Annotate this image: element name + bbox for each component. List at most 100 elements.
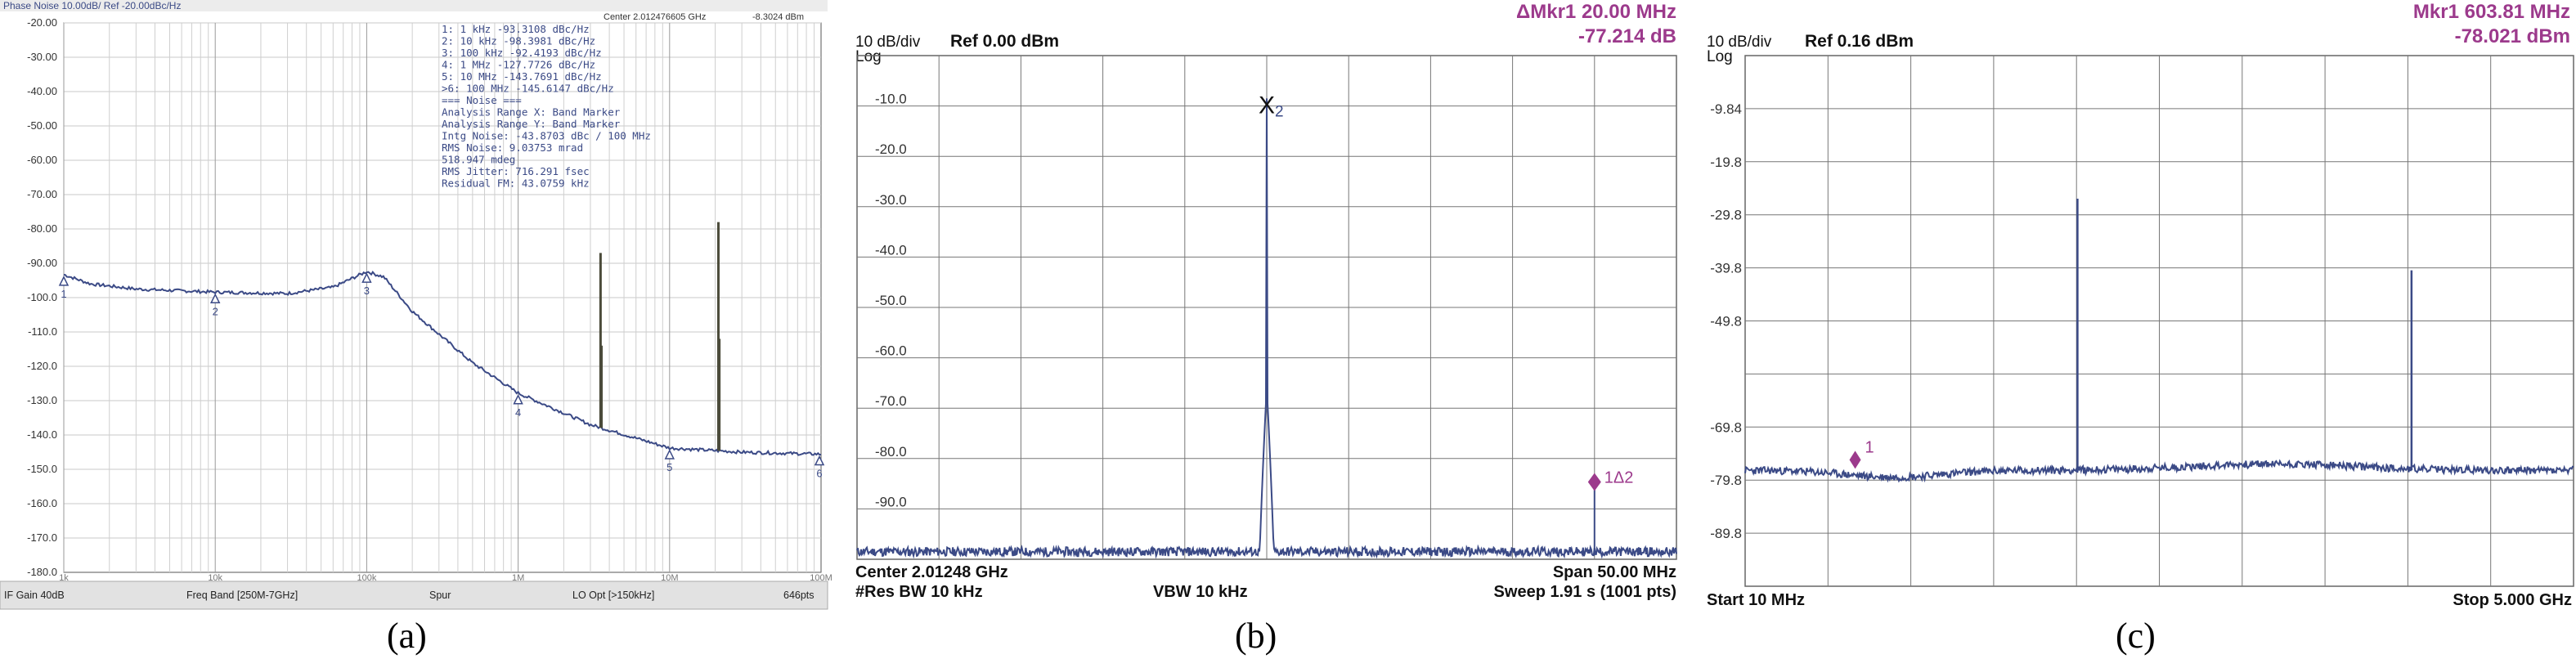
- status-item: 646pts: [783, 590, 815, 601]
- video-bandwidth: VBW 10 kHz: [1153, 583, 1248, 601]
- spectrum-trace: [1744, 459, 2574, 483]
- marker-number: 6: [816, 468, 822, 480]
- marker-table-line: 518.947 mdeg: [442, 154, 515, 166]
- xtick-label: 1M: [512, 573, 524, 583]
- ytick-label: -70.00: [27, 188, 57, 200]
- marker-triangle: [814, 455, 825, 466]
- spectrum-trace: [856, 98, 1677, 559]
- marker-table-line: 5: 10 MHz -143.7691 dBc/Hz: [442, 70, 602, 83]
- center-frequency: Center 2.01248 GHz: [855, 563, 1008, 581]
- ytick-label: -170.0: [27, 531, 57, 544]
- ytick-label: -40.0: [875, 242, 907, 258]
- marker-number: 1: [61, 288, 66, 300]
- marker-number: 2: [213, 305, 218, 317]
- marker-table-line: === Noise ===: [442, 94, 522, 106]
- ytick-label: -20.00: [27, 16, 57, 29]
- ytick-label: -79.8: [1710, 473, 1742, 488]
- ytick-label: -29.8: [1710, 208, 1742, 223]
- ytick-label: -50.00: [27, 119, 57, 132]
- phase-noise-plot: Phase Noise 10.00dB/ Ref -20.00dBc/Hz Cen…: [0, 0, 832, 610]
- ytick-label: -30.00: [27, 51, 57, 63]
- ytick-label: -60.0: [875, 343, 907, 359]
- ytick-label: -140.0: [27, 428, 57, 441]
- ytick-label: -19.8: [1710, 155, 1742, 170]
- marker-table-line: 2: 10 kHz -98.3981 dBc/Hz: [442, 35, 595, 47]
- marker-table-line: 1: 1 kHz -93.3108 dBc/Hz: [442, 23, 590, 35]
- stop-frequency: Stop 5.000 GHz: [2453, 591, 2572, 609]
- ytick-label: -50.0: [875, 293, 907, 308]
- ytick-label: -180.0: [27, 566, 57, 578]
- ytick-label: -89.8: [1710, 526, 1742, 541]
- xtick-label: 100k: [357, 573, 376, 583]
- status-item: IF Gain 40dB: [4, 590, 65, 601]
- marker-table-line: 3: 100 kHz -92.4193 dBc/Hz: [442, 47, 602, 59]
- ytick-label: -80.0: [875, 444, 907, 460]
- marker-table-line: >6: 100 MHz -145.6147 dBc/Hz: [442, 83, 614, 95]
- panel-a-phase-noise: Phase Noise 10.00dB/ Ref -20.00dBc/Hz Cen…: [0, 0, 832, 668]
- reference-level: Ref 0.00 dBm: [950, 32, 1059, 51]
- ytick-label: -60.00: [27, 154, 57, 166]
- marker-table-line: Analysis Range Y: Band Marker: [442, 118, 621, 130]
- phase-noise-trace: [63, 270, 822, 456]
- marker-title: Mkr1 603.81 MHz: [2413, 1, 2570, 23]
- header-center-frequency: Center 2.012476605 GHz: [604, 12, 706, 22]
- xtick-label: 10k: [208, 573, 222, 583]
- marker-triangle: [209, 293, 221, 304]
- reference-marker-x: X: [1259, 92, 1275, 119]
- ytick-label: -40.00: [27, 85, 57, 97]
- panel-c-spectrum-wide: Mkr1 603.81 MHz -78.021 dBm 10 dB/div Log Re…: [1697, 0, 2576, 668]
- ytick-label: -70.0: [875, 393, 907, 409]
- marker-number: 3: [364, 285, 370, 297]
- ytick-label: -9.84: [1710, 101, 1742, 117]
- ytick-label: -120.0: [27, 360, 57, 372]
- ytick-label: -150.0: [27, 463, 57, 475]
- delta-marker-diamond: [1587, 473, 1601, 491]
- marker-table-line: RMS Jitter: 716.291 fsec: [442, 165, 590, 177]
- marker-table-line: Intg Noise: -43.8703 dBc / 100 MHz: [442, 130, 651, 142]
- ytick-label: -10.0: [875, 92, 907, 107]
- panel-b-spectrum-zoom: ΔMkr1 20.00 MHz -77.214 dB 10 dB/div Log Ref…: [842, 0, 1685, 668]
- marker-value: -78.021 dBm: [2455, 25, 2570, 47]
- header-carrier-power: -8.3024 dBm: [752, 12, 804, 22]
- ytick-label: -130.0: [27, 394, 57, 406]
- reference-level: Ref 0.16 dBm: [1805, 32, 1914, 51]
- xtick-label: 10M: [661, 573, 678, 583]
- ytick-label: -100.0: [27, 291, 57, 303]
- scale-label: 10 dB/div: [1707, 34, 1772, 51]
- start-frequency: Start 10 MHz: [1707, 591, 1805, 609]
- delta-marker-label: 1Δ2: [1604, 469, 1634, 487]
- ytick-label: -110.0: [28, 325, 57, 338]
- marker-table-line: Residual FM: 43.0759 kHz: [442, 177, 590, 190]
- status-item: Freq Band [250M-7GHz]: [186, 590, 298, 601]
- scale-label: 10 dB/div: [855, 34, 921, 51]
- scale-type: Log: [855, 48, 882, 65]
- status-item: LO Opt [>150kHz]: [572, 590, 654, 601]
- marker-triangle: [58, 276, 70, 286]
- marker-number: 5: [666, 461, 672, 473]
- status-bar: [0, 581, 828, 610]
- marker-triangle: [664, 449, 675, 460]
- marker-triangle: [361, 272, 372, 283]
- ytick-label: -160.0: [27, 497, 57, 509]
- delta-marker-title: ΔMkr1 20.00 MHz: [1516, 1, 1676, 23]
- caption-b: (b): [1235, 616, 1277, 656]
- ytick-label: -90.00: [27, 257, 57, 269]
- caption-c: (c): [2116, 616, 2156, 656]
- ytick-label: -39.8: [1710, 261, 1742, 276]
- resolution-bandwidth: #Res BW 10 kHz: [855, 583, 983, 601]
- ytick-label: -80.00: [27, 222, 57, 235]
- marker-label: 1: [1865, 438, 1874, 456]
- xtick-label: 1k: [59, 573, 69, 583]
- marker-table-line: RMS Noise: 9.03753 mrad: [442, 141, 583, 154]
- marker-diamond: [1849, 451, 1861, 469]
- ytick-label: -49.8: [1710, 314, 1742, 330]
- scale-type: Log: [1707, 48, 1733, 65]
- marker-table-line: 4: 1 MHz -127.7726 dBc/Hz: [442, 59, 595, 71]
- frequency-span: Span 50.00 MHz: [1553, 563, 1676, 581]
- status-item: Spur: [429, 590, 451, 601]
- reference-marker-index: 2: [1275, 103, 1284, 120]
- ytick-label: -20.0: [875, 141, 907, 157]
- sweep-time: Sweep 1.91 s (1001 pts): [1494, 583, 1676, 601]
